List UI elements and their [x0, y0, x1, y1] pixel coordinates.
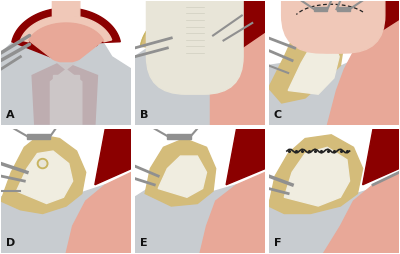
- Polygon shape: [135, 44, 265, 125]
- Polygon shape: [20, 15, 112, 42]
- Polygon shape: [284, 147, 350, 206]
- Polygon shape: [66, 172, 132, 253]
- Polygon shape: [268, 51, 399, 125]
- Polygon shape: [288, 36, 339, 94]
- Polygon shape: [95, 129, 132, 185]
- Polygon shape: [268, 10, 344, 103]
- Polygon shape: [1, 135, 86, 214]
- FancyBboxPatch shape: [62, 0, 71, 17]
- Polygon shape: [1, 36, 132, 125]
- Bar: [50, 73, 82, 125]
- Polygon shape: [210, 32, 265, 125]
- Polygon shape: [158, 156, 206, 197]
- Polygon shape: [360, 1, 399, 44]
- Polygon shape: [12, 8, 120, 125]
- FancyBboxPatch shape: [282, 0, 365, 53]
- Circle shape: [37, 158, 48, 169]
- Text: E: E: [140, 239, 148, 248]
- Polygon shape: [135, 185, 265, 253]
- Bar: [336, 7, 350, 10]
- Polygon shape: [200, 172, 265, 253]
- Bar: [27, 134, 50, 138]
- Text: D: D: [6, 239, 15, 248]
- Polygon shape: [268, 188, 399, 253]
- Text: A: A: [6, 110, 15, 120]
- Polygon shape: [226, 129, 265, 185]
- FancyBboxPatch shape: [146, 0, 243, 94]
- Bar: [53, 75, 79, 125]
- Polygon shape: [327, 1, 399, 125]
- Text: B: B: [140, 110, 148, 120]
- Polygon shape: [29, 23, 103, 125]
- Polygon shape: [268, 135, 363, 214]
- Polygon shape: [363, 129, 399, 185]
- FancyBboxPatch shape: [178, 0, 211, 62]
- Polygon shape: [1, 185, 132, 253]
- Text: C: C: [274, 110, 282, 120]
- Polygon shape: [145, 138, 216, 206]
- FancyBboxPatch shape: [52, 0, 62, 17]
- Polygon shape: [16, 151, 73, 203]
- Bar: [167, 134, 191, 138]
- Polygon shape: [1, 57, 132, 125]
- Text: F: F: [274, 239, 281, 248]
- FancyBboxPatch shape: [292, 0, 376, 53]
- Polygon shape: [140, 9, 238, 50]
- FancyBboxPatch shape: [301, 0, 385, 53]
- FancyBboxPatch shape: [71, 0, 80, 17]
- Circle shape: [39, 161, 46, 167]
- Polygon shape: [224, 1, 265, 57]
- Bar: [314, 7, 327, 10]
- Polygon shape: [324, 172, 399, 253]
